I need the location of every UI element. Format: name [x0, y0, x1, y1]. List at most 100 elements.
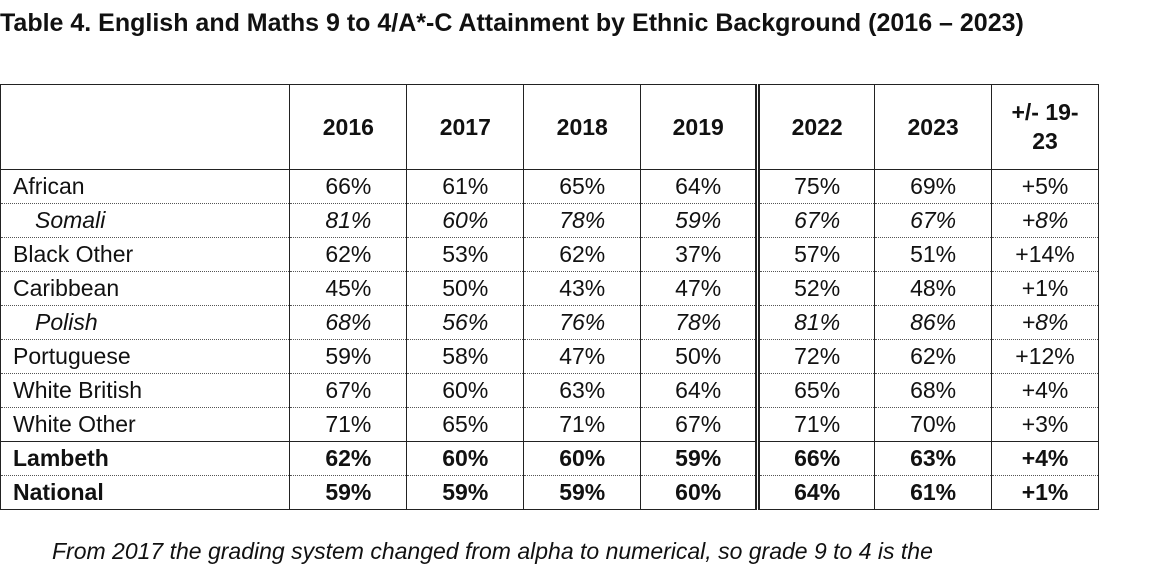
table-cell: 60% [406, 441, 525, 476]
table-cell: 81% [755, 305, 876, 340]
table-cell: +3% [991, 407, 1099, 442]
table-cell: 63% [874, 441, 993, 476]
table-cell: 62% [289, 237, 408, 272]
table-cell: 59% [523, 475, 642, 510]
row-label: Caribbean [0, 271, 291, 306]
table-cell: 76% [523, 305, 642, 340]
attainment-table: 2016 2017 2018 2019 2022 2023 +/- 19-23 … [0, 84, 1099, 510]
table-row: White Other 71% 65% 71% 67% 71% 70% +3% [0, 407, 1099, 442]
table-cell: 65% [523, 169, 642, 204]
table-title: Table 4. English and Maths 9 to 4/A*-C A… [0, 9, 1024, 37]
table-row: African 66% 61% 65% 64% 75% 69% +5% [0, 169, 1099, 204]
table-cell: 60% [406, 203, 525, 238]
table-cell: 51% [874, 237, 993, 272]
table-cell: 59% [406, 475, 525, 510]
table-row: Polish 68% 56% 76% 78% 81% 86% +8% [0, 305, 1099, 340]
table-cell: 61% [406, 169, 525, 204]
row-label: National [0, 475, 291, 510]
table-cell: 71% [755, 407, 876, 442]
table-cell: 66% [289, 169, 408, 204]
table-cell: 67% [874, 203, 993, 238]
table-cell: 63% [523, 373, 642, 408]
footnote: From 2017 the grading system changed fro… [52, 538, 933, 564]
table-cell: 65% [755, 373, 876, 408]
table-cell: 61% [874, 475, 993, 510]
table-cell: 60% [640, 475, 759, 510]
table-cell: 62% [523, 237, 642, 272]
row-label: Portuguese [0, 339, 291, 374]
table-cell: 64% [755, 475, 876, 510]
table-cell: 59% [289, 339, 408, 374]
table-row: Lambeth 62% 60% 60% 59% 66% 63% +4% [0, 441, 1099, 476]
column-header: 2016 [289, 84, 408, 170]
table-cell: 68% [874, 373, 993, 408]
table-row: Portuguese 59% 58% 47% 50% 72% 62% +12% [0, 339, 1099, 374]
table-cell: 65% [406, 407, 525, 442]
table-cell: 59% [640, 203, 759, 238]
row-label: White Other [0, 407, 291, 442]
table-cell: 66% [755, 441, 876, 476]
table-cell: 68% [289, 305, 408, 340]
table-cell: +4% [991, 441, 1099, 476]
table-cell: 50% [640, 339, 759, 374]
table-cell: +1% [991, 475, 1099, 510]
column-header: 2018 [523, 84, 642, 170]
table-cell: 69% [874, 169, 993, 204]
column-header: 2017 [406, 84, 525, 170]
table-cell: 64% [640, 169, 759, 204]
table-row: Black Other 62% 53% 62% 37% 57% 51% +14% [0, 237, 1099, 272]
row-label: African [0, 169, 291, 204]
change-header-text: +/- 19-23 [1011, 99, 1079, 154]
row-label: White British [0, 373, 291, 408]
table-cell: 62% [874, 339, 993, 374]
table-cell: 53% [406, 237, 525, 272]
row-label: Black Other [0, 237, 291, 272]
row-label: Somali [0, 203, 291, 238]
table-cell: 78% [640, 305, 759, 340]
table-cell: 48% [874, 271, 993, 306]
column-header [0, 84, 291, 170]
table-cell: 58% [406, 339, 525, 374]
change-column-header: +/- 19-23 [991, 84, 1099, 170]
column-header: 2019 [640, 84, 759, 170]
table-cell: +8% [991, 203, 1099, 238]
table-cell: 50% [406, 271, 525, 306]
table-row: Caribbean 45% 50% 43% 47% 52% 48% +1% [0, 271, 1099, 306]
table-cell: 71% [289, 407, 408, 442]
column-header: 2022 [755, 84, 876, 170]
table-cell: 60% [406, 373, 525, 408]
table-cell: 71% [523, 407, 642, 442]
table-cell: 86% [874, 305, 993, 340]
row-label: Lambeth [0, 441, 291, 476]
table-cell: +1% [991, 271, 1099, 306]
table-cell: 78% [523, 203, 642, 238]
table-cell: +14% [991, 237, 1099, 272]
table-cell: 72% [755, 339, 876, 374]
table-cell: 67% [755, 203, 876, 238]
table-cell: 67% [640, 407, 759, 442]
table-cell: 47% [640, 271, 759, 306]
table-cell: 67% [289, 373, 408, 408]
table-cell: 37% [640, 237, 759, 272]
table-cell: 47% [523, 339, 642, 374]
table-cell: 59% [289, 475, 408, 510]
table-cell: 56% [406, 305, 525, 340]
table-cell: 60% [523, 441, 642, 476]
table-cell: 75% [755, 169, 876, 204]
table-cell: +8% [991, 305, 1099, 340]
table-cell: 59% [640, 441, 759, 476]
table-cell: 57% [755, 237, 876, 272]
table-cell: +5% [991, 169, 1099, 204]
table-row: National 59% 59% 59% 60% 64% 61% +1% [0, 475, 1099, 510]
table-cell: 81% [289, 203, 408, 238]
table-cell: +12% [991, 339, 1099, 374]
table-cell: 43% [523, 271, 642, 306]
header-row: 2016 2017 2018 2019 2022 2023 +/- 19-23 [0, 84, 1099, 170]
column-header: 2023 [874, 84, 993, 170]
table-row: Somali 81% 60% 78% 59% 67% 67% +8% [0, 203, 1099, 238]
table-cell: 52% [755, 271, 876, 306]
table-row: White British 67% 60% 63% 64% 65% 68% +4% [0, 373, 1099, 408]
table-cell: 45% [289, 271, 408, 306]
table-cell: 70% [874, 407, 993, 442]
row-label: Polish [0, 305, 291, 340]
